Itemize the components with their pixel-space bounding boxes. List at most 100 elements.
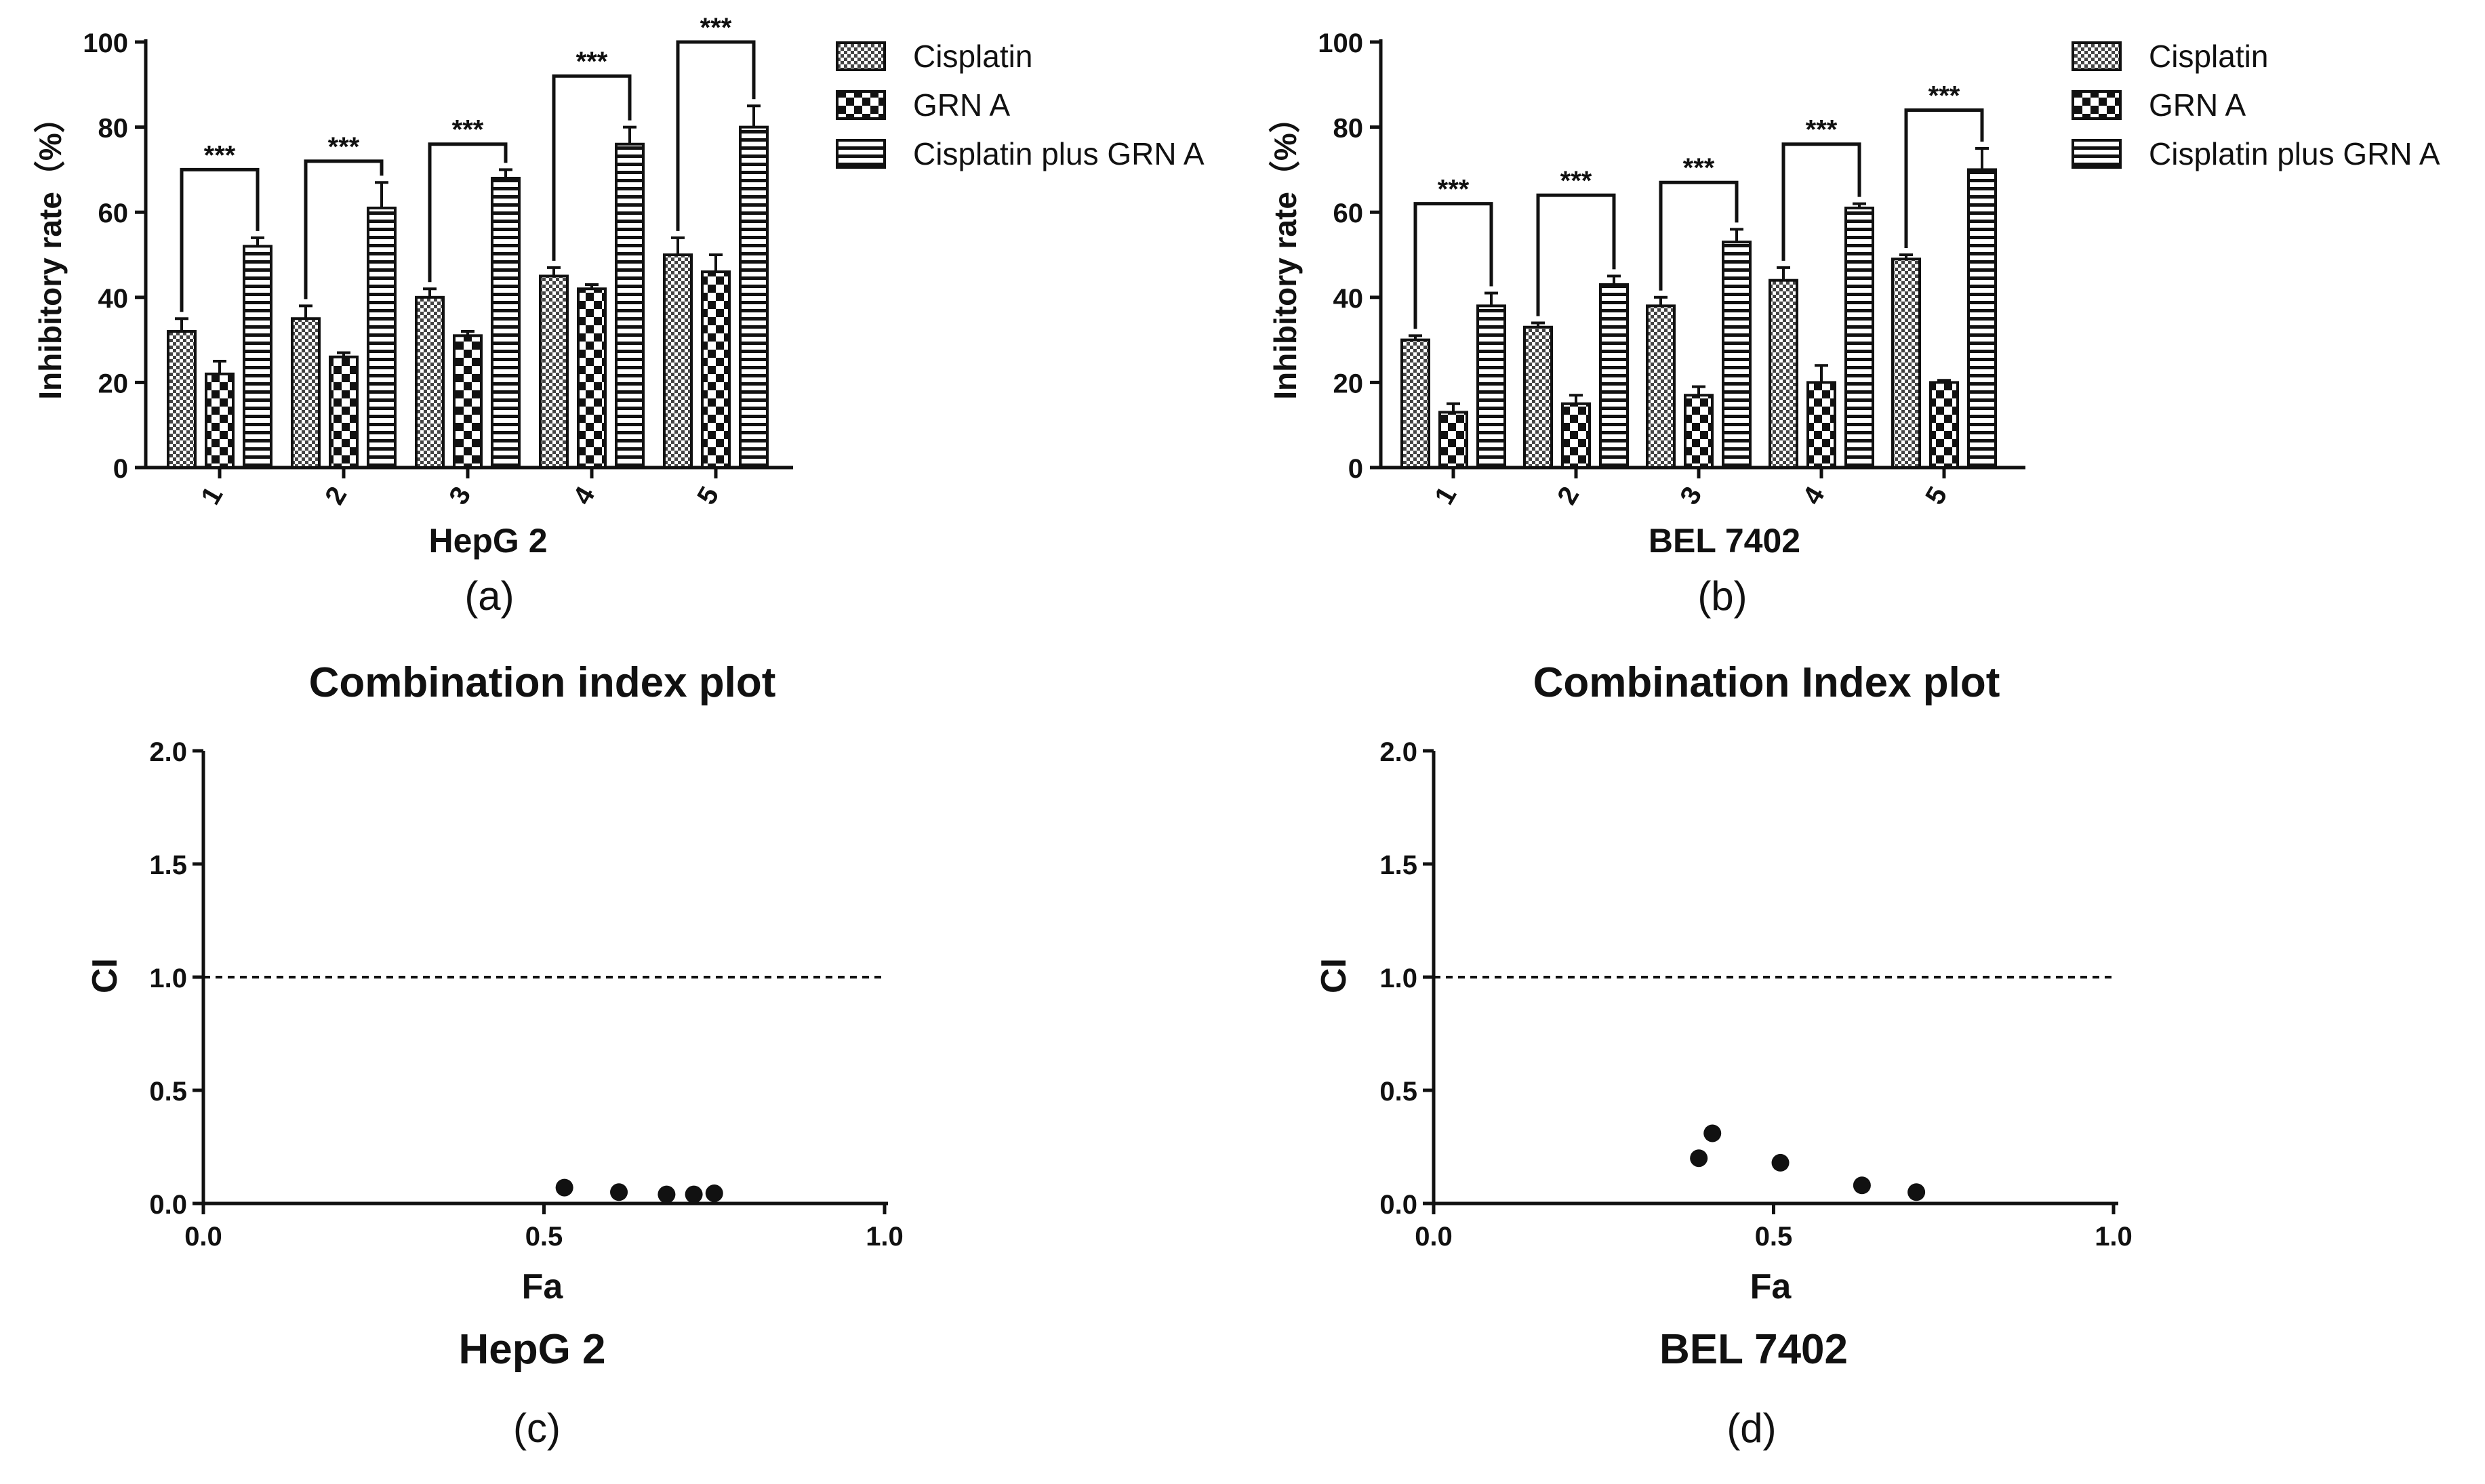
scatter-point-c (658, 1185, 676, 1203)
x-tick-label-c: 0.0 (184, 1222, 222, 1252)
scatter-point-d (1771, 1153, 1790, 1172)
scatter-chart-d: 0.0 0.5 1.0 1.5 2.0 0.0 0.5 1.0 (1379, 737, 2132, 1252)
panel-letter-d: (d) (1726, 1405, 1776, 1451)
x-tick-label-a: 1 (195, 482, 228, 510)
significance-label-b: *** (1438, 175, 1470, 205)
y-tick-label-a: 40 (98, 284, 129, 314)
y-tick-label-d: 1.0 (1379, 964, 1417, 993)
y-tick-label-a: 60 (98, 199, 129, 228)
chart-c-title: Combination index plot (309, 659, 776, 706)
panel-letter-b: (b) (1697, 573, 1747, 619)
significance-label-a: *** (328, 132, 360, 162)
y-tick-label-c: 1.5 (149, 850, 187, 880)
scatter-point-d (1690, 1149, 1708, 1168)
bar-b (1769, 279, 1798, 469)
scatter-chart-c: 0.0 0.5 1.0 1.5 2.0 0.0 0.5 1.0 (149, 737, 903, 1252)
y-tick-label-b: 100 (1318, 28, 1363, 58)
scatter-point-c (555, 1178, 573, 1197)
x-tick-label-a: 3 (443, 482, 477, 510)
y-tick-label-a: 100 (83, 28, 128, 58)
bar-b (1599, 283, 1629, 469)
bar-b (1967, 168, 1997, 469)
legend-swatch-a (836, 90, 886, 120)
bar-chart-a: 0 20 40 60 80 100 1 *** 2 *** 3 *** 4 *** 5 *** Cisplati… (83, 13, 1205, 510)
bar-b (1523, 325, 1553, 470)
significance-bracket-a (180, 167, 260, 312)
y-tick-label-c: 1.0 (149, 964, 187, 993)
chart-a-xlabel: HepG 2 (428, 522, 547, 560)
chart-c-ylabel: CI (85, 958, 125, 993)
x-tick-label-b: 1 (1429, 482, 1462, 510)
chart-c-xlabel: Fa (522, 1267, 564, 1306)
significance-label-b: *** (1928, 81, 1960, 110)
bar-b (1400, 338, 1430, 469)
bar-a (243, 245, 272, 469)
x-tick-label-d: 0.5 (1755, 1222, 1793, 1252)
x-tick-label-b: 5 (1920, 482, 1953, 510)
bar-a (291, 317, 321, 470)
x-tick-label-c: 0.5 (525, 1222, 563, 1252)
x-tick-label-d: 0.0 (1415, 1222, 1453, 1252)
y-tick-label-b: 80 (1333, 114, 1364, 144)
bar-b (1929, 381, 1959, 470)
panel-letter-c: (c) (513, 1405, 561, 1451)
bar-a (367, 206, 397, 469)
bar-b (1646, 304, 1676, 469)
scatter-point-d (1907, 1183, 1926, 1201)
bar-a (329, 355, 359, 469)
x-tick-label-a: 4 (567, 481, 601, 510)
legend-swatch-b (2072, 90, 2122, 120)
legend-label-b: Cisplatin plus GRN A (2149, 136, 2440, 171)
y-tick-label-a: 0 (113, 454, 128, 484)
significance-bracket-b (1413, 202, 1493, 329)
y-tick-label-a: 80 (98, 114, 129, 144)
y-tick-label-d: 2.0 (1379, 737, 1417, 767)
significance-bracket-b (1659, 180, 1739, 291)
chart-d-xlabel: Fa (1750, 1267, 1792, 1306)
legend-swatch-b (2072, 41, 2122, 71)
bar-a (415, 295, 445, 469)
significance-bracket-b (1536, 193, 1616, 316)
y-tick-label-d: 0.5 (1379, 1077, 1417, 1107)
bar-b (1438, 411, 1468, 469)
significance-bracket-a (428, 142, 508, 283)
y-tick-label-b: 60 (1333, 199, 1364, 228)
chart-a-ylabel: Inhibitory rate（%） (33, 102, 68, 400)
significance-label-b: *** (1806, 115, 1838, 145)
x-tick-label-b: 3 (1674, 482, 1708, 510)
y-tick-label-b: 40 (1333, 284, 1364, 314)
bar-b (1806, 381, 1836, 470)
significance-label-b: *** (1560, 166, 1592, 196)
bar-b (1722, 241, 1752, 469)
y-tick-label-b: 20 (1333, 369, 1364, 398)
chart-d-caption: BEL 7402 (1659, 1326, 1848, 1373)
scatter-point-d (1703, 1124, 1722, 1142)
significance-bracket-b (1904, 108, 1984, 248)
x-tick-label-d: 1.0 (2095, 1222, 2133, 1252)
legend-swatch-b (2072, 139, 2122, 169)
bar-b (1476, 304, 1506, 469)
x-tick-label-b: 4 (1797, 481, 1831, 510)
chart-b-xlabel: BEL 7402 (1649, 522, 1800, 560)
bar-a (701, 270, 731, 469)
legend-label-a: GRN A (913, 87, 1010, 123)
legend-swatch-a (836, 139, 886, 169)
panel-letter-a: (a) (464, 573, 514, 619)
y-tick-label-c: 2.0 (149, 737, 187, 767)
y-tick-label-c: 0.5 (149, 1077, 187, 1107)
legend-label-b: GRN A (2149, 87, 2246, 123)
chart-b-ylabel: Inhibitory rate（%） (1268, 102, 1303, 400)
significance-label-a: *** (452, 115, 484, 145)
significance-bracket-a (676, 40, 756, 231)
significance-label-b: *** (1683, 153, 1715, 183)
legend-label-a: Cisplatin plus GRN A (913, 136, 1205, 171)
bar-a (539, 274, 569, 469)
bar-b (1891, 257, 1921, 469)
legend-swatch-a (836, 41, 886, 71)
scatter-point-c (610, 1183, 628, 1201)
bar-a (577, 287, 607, 469)
bar-a (739, 125, 769, 469)
bar-a (663, 253, 693, 469)
bar-b (1561, 402, 1591, 469)
y-tick-label-b: 0 (1348, 454, 1363, 484)
